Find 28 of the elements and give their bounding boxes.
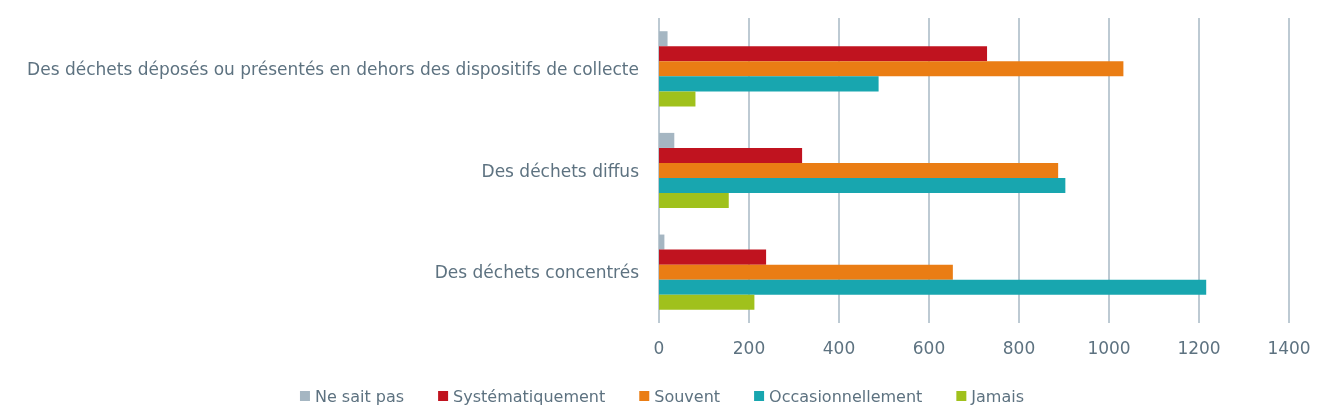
- legend-label: Jamais: [970, 386, 1025, 406]
- bar: [659, 178, 1066, 194]
- bar: [659, 162, 1059, 179]
- legend-label: Souvent: [654, 386, 721, 406]
- x-tick-label: 600: [912, 337, 946, 358]
- x-tick-label: 800: [1002, 337, 1036, 358]
- x-tick-label: 0: [653, 337, 665, 358]
- legend-label: Ne sait pas: [314, 386, 405, 406]
- legend-label: Systématiquement: [453, 386, 606, 406]
- bar: [659, 147, 803, 163]
- bar: [659, 46, 988, 62]
- bar: [659, 61, 1124, 77]
- bar: [659, 193, 729, 209]
- x-tick-label: 200: [732, 337, 766, 358]
- y-tick-label: Des déchets déposés ou présentés en dehors des dispositifs de collecte: [27, 58, 639, 79]
- x-tick-label: 1400: [1267, 337, 1311, 358]
- y-tick-label: Des déchets diffus: [481, 160, 640, 181]
- y-tick-label: Des déchets concentrés: [434, 262, 640, 283]
- bar: [659, 264, 953, 280]
- bar: [659, 91, 696, 107]
- x-tick-label: 400: [822, 337, 856, 358]
- x-tick-label: 1200: [1177, 337, 1221, 358]
- bar: [659, 249, 767, 265]
- legend-label: Occasionnellement: [769, 386, 923, 406]
- x-tick-label: 1000: [1087, 337, 1131, 358]
- bar: [659, 294, 755, 310]
- bar: [659, 76, 879, 92]
- bar: [659, 279, 1207, 295]
